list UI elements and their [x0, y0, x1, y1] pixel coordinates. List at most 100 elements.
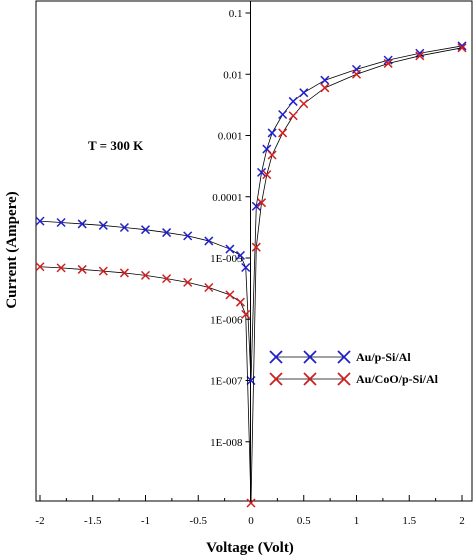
y-tick-label: 1E-007 — [210, 376, 243, 388]
y-tick-label: 0.01 — [223, 69, 242, 81]
marker-stroke — [337, 350, 351, 364]
marker-stroke — [251, 201, 261, 211]
marker-stroke — [225, 244, 235, 254]
data-point — [204, 282, 214, 293]
data-point — [235, 297, 245, 307]
marker-stroke — [225, 290, 235, 300]
marker-stroke — [415, 51, 425, 61]
marker-stroke — [140, 270, 151, 280]
data-point — [225, 290, 235, 300]
marker-stroke — [383, 58, 393, 68]
marker-stroke — [415, 48, 425, 58]
legend-marker — [303, 350, 317, 364]
data-point — [204, 236, 214, 246]
marker-stroke — [162, 228, 172, 238]
marker-stroke — [278, 109, 288, 120]
data-point — [119, 222, 129, 233]
marker-stroke — [235, 297, 245, 307]
legend-label: Au/CoO/p-Si/Al — [356, 372, 439, 386]
marker-stroke — [267, 150, 277, 160]
marker-stroke — [204, 282, 214, 293]
marker-stroke — [246, 498, 256, 508]
marker-stroke — [267, 128, 277, 138]
x-tick-label: 1.5 — [402, 515, 416, 527]
y-tick-label: 1E-006 — [210, 314, 243, 326]
plot-frame — [35, 0, 473, 502]
marker-stroke — [278, 128, 288, 138]
data-point — [351, 69, 362, 79]
legend: Au/p-Si/Al Au/CoO/p-Si/Al — [269, 350, 439, 386]
marker-stroke — [241, 309, 251, 319]
data-point — [320, 75, 330, 85]
x-tick-label: -1 — [141, 515, 150, 527]
marker-stroke — [183, 277, 193, 287]
x-axis-ticks: -2 -1.5 -1 -0.5 0 0.5 1 1.5 2 — [35, 495, 465, 527]
marker-stroke — [235, 250, 245, 260]
marker-stroke — [183, 231, 193, 241]
marker-stroke — [269, 350, 283, 364]
marker-stroke — [299, 88, 309, 98]
marker-stroke — [98, 220, 108, 230]
marker-stroke — [337, 372, 351, 386]
marker-stroke — [351, 69, 362, 79]
data-point — [278, 109, 288, 120]
data-point — [267, 128, 277, 138]
marker-stroke — [269, 372, 283, 386]
marker-stroke — [119, 268, 129, 278]
data-point — [288, 96, 298, 106]
marker-stroke — [457, 43, 467, 53]
data-point — [162, 228, 172, 238]
series-layer — [35, 41, 467, 508]
marker-stroke — [98, 266, 108, 276]
legend-marker — [269, 350, 283, 364]
data-point — [56, 217, 66, 228]
legend-marker — [269, 372, 283, 386]
x-tick-label: 2 — [459, 515, 465, 527]
marker-stroke — [320, 83, 330, 93]
data-point — [183, 231, 193, 241]
x-tick-label: -0.5 — [190, 515, 208, 527]
x-tick-label: -1.5 — [84, 515, 102, 527]
marker-stroke — [56, 217, 66, 228]
data-point — [257, 198, 267, 208]
marker-stroke — [140, 225, 151, 235]
data-point — [457, 43, 467, 53]
x-tick-label: -2 — [35, 515, 44, 527]
marker-stroke — [299, 99, 309, 109]
y-tick-label: 1E-008 — [210, 437, 243, 449]
data-point — [415, 51, 425, 61]
data-point — [98, 220, 108, 230]
x-tick-label: 0 — [248, 515, 254, 527]
data-point — [35, 216, 45, 226]
legend-marker — [303, 372, 317, 386]
data-point — [119, 268, 129, 278]
data-point — [77, 264, 87, 274]
data-point — [241, 309, 251, 319]
data-point — [183, 277, 193, 287]
marker-stroke — [303, 372, 317, 386]
data-point — [299, 88, 309, 98]
x-axis-title: Voltage (Volt) — [206, 540, 294, 556]
marker-stroke — [204, 236, 214, 246]
marker-stroke — [262, 144, 272, 154]
data-point — [77, 219, 87, 229]
y-tick-label: 1E-005 — [210, 253, 243, 265]
data-point — [383, 58, 393, 68]
marker-stroke — [77, 219, 87, 229]
marker-stroke — [241, 262, 251, 273]
data-point — [251, 242, 261, 252]
data-point — [98, 266, 108, 276]
marker-stroke — [320, 75, 330, 85]
temperature-annotation: T = 300 K — [88, 138, 144, 153]
data-point — [262, 170, 272, 180]
x-tick-label: 1 — [354, 515, 360, 527]
marker-stroke — [251, 242, 261, 252]
data-point — [288, 111, 298, 121]
legend-marker — [337, 350, 351, 364]
marker-stroke — [303, 350, 317, 364]
data-point — [140, 225, 151, 235]
data-point — [56, 263, 66, 273]
marker-stroke — [262, 170, 272, 180]
data-point — [35, 262, 45, 272]
